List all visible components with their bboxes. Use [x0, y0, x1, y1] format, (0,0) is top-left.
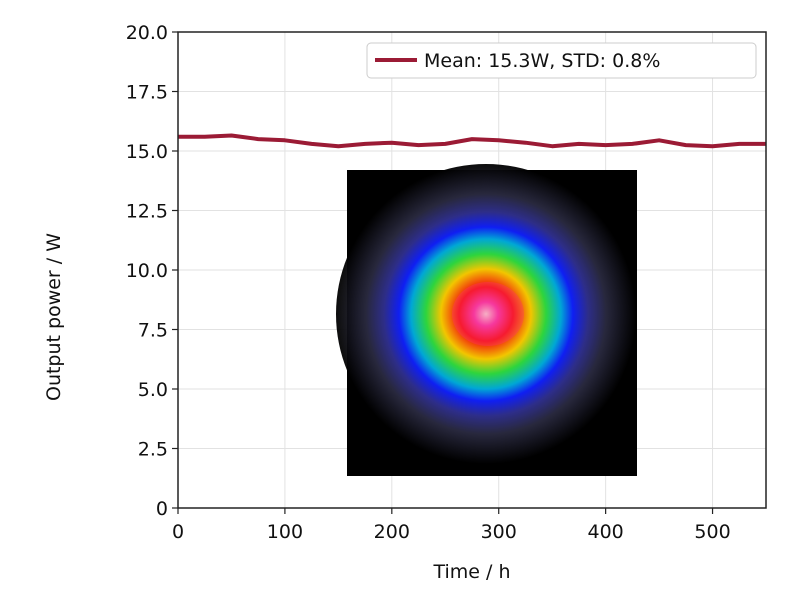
- y-tick-label: 5.0: [138, 379, 168, 401]
- y-tick-label: 15.0: [126, 141, 168, 163]
- y-axis: 0 2.5 5.0 7.5 10.0 12.5 15.0 17.5 20.0: [126, 22, 178, 520]
- legend: Mean: 15.3W, STD: 0.8%: [366, 42, 757, 79]
- legend-box: [366, 42, 757, 79]
- x-axis-label: Time / h: [432, 561, 510, 583]
- x-tick-label: 200: [374, 521, 410, 543]
- y-axis-label: Output power / W: [43, 233, 65, 401]
- y-tick-label: 10.0: [126, 260, 168, 282]
- x-tick-label: 100: [267, 521, 303, 543]
- y-tick-label: 2.5: [138, 439, 168, 461]
- y-tick-label: 20.0: [126, 22, 168, 44]
- legend-entry: Mean: 15.3W, STD: 0.8%: [424, 50, 660, 72]
- x-tick-label: 0: [172, 521, 184, 543]
- x-tick-label: 300: [481, 521, 517, 543]
- y-tick-label: 0: [156, 498, 168, 520]
- series-line-mean-power: [178, 133, 766, 149]
- x-tick-label: 400: [588, 521, 624, 543]
- x-tick-label: 500: [694, 521, 730, 543]
- y-tick-label: 7.5: [138, 320, 168, 342]
- y-tick-label: 12.5: [126, 201, 168, 223]
- y-tick-label: 17.5: [126, 82, 168, 104]
- laser-beam-inset-image: [336, 164, 637, 476]
- x-axis: 0 100 200 300 400 500: [172, 508, 731, 543]
